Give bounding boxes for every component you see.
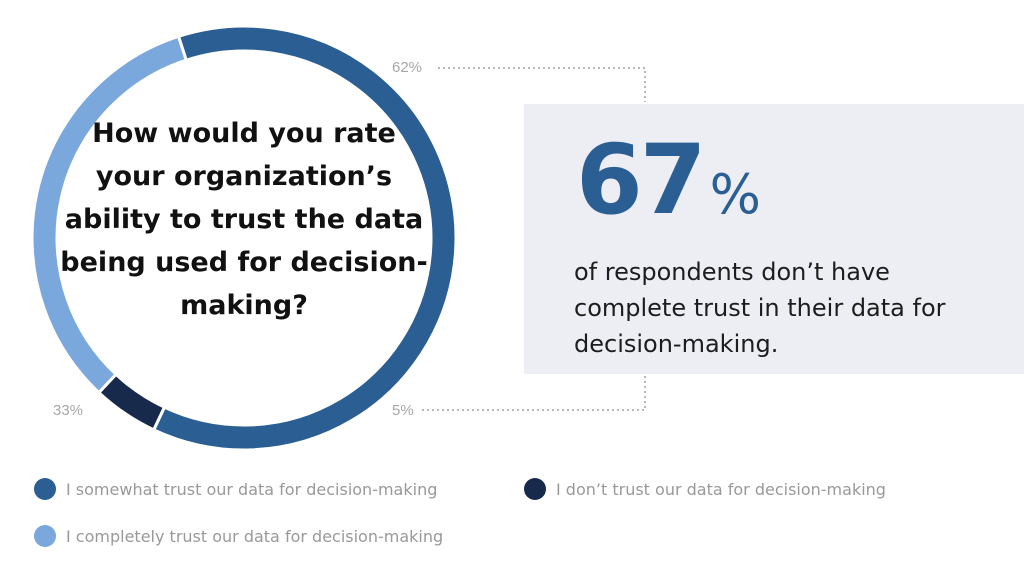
legend-swatch-somewhat	[34, 478, 56, 500]
callout-connectors	[422, 67, 646, 411]
legend-item-somewhat: I somewhat trust our data for decision-m…	[34, 478, 437, 500]
legend-item-dont: I don’t trust our data for decision-maki…	[524, 478, 886, 500]
legend-swatch-dont	[524, 478, 546, 500]
legend-swatch-completely	[34, 525, 56, 547]
stat-callout: 67% of respondents don’t have complete t…	[524, 104, 1024, 374]
donut-slices	[30, 24, 458, 452]
legend-label-somewhat: I somewhat trust our data for decision-m…	[66, 479, 438, 499]
slice-somewhat	[151, 24, 458, 452]
value-label-somewhat: 62%	[392, 59, 423, 76]
stat-number: 67%	[576, 132, 761, 228]
connector-bottom	[422, 376, 646, 411]
connector-top	[438, 67, 646, 102]
legend-label-completely: I completely trust our data for decision…	[66, 526, 444, 546]
stat-percent-sign: %	[709, 163, 761, 226]
stat-description: of respondents don’t have complete trust…	[574, 258, 946, 358]
legend-label-dont: I don’t trust our data for decision-maki…	[556, 479, 886, 499]
legend-item-completely: I completely trust our data for decision…	[34, 525, 443, 547]
value-label-completely: 33%	[53, 402, 84, 419]
stat-number-value: 67	[576, 124, 707, 236]
value-label-dont: 5%	[392, 402, 414, 419]
chart-title: How would you rate your organization’s a…	[60, 118, 428, 321]
slice-completely	[30, 34, 189, 395]
